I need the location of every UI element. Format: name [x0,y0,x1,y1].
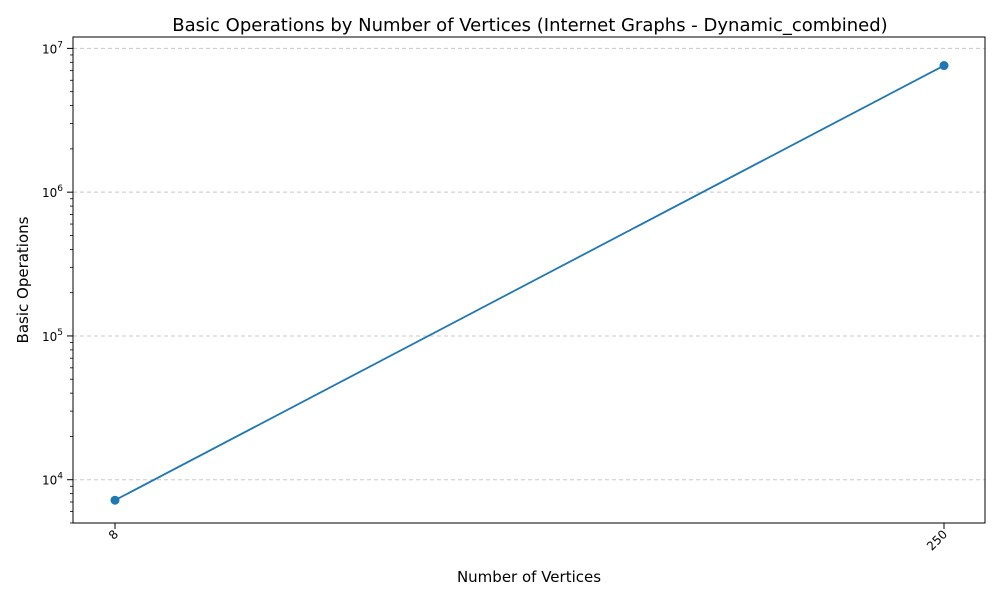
chart-title: Basic Operations by Number of Vertices (… [172,15,887,36]
y-tick-label: 104 [42,472,63,488]
data-point-marker [939,61,949,71]
series-line [114,64,945,502]
x-tick-label: 8 [106,527,121,542]
series-layer [110,61,949,505]
data-point-marker [110,495,120,505]
y-tick-label: 106 [42,184,63,200]
x-axis-label: Number of Vertices [457,568,601,586]
x-tick-label: 250 [924,527,950,553]
x-axis-ticks: 8 250 [106,523,950,553]
y-axis-ticks: 104 105 106 107 [42,40,73,524]
grid-lines [73,47,985,481]
y-tick-label: 105 [42,328,63,344]
y-axis-label: Basic Operations [14,216,32,343]
y-tick-label: 107 [42,40,63,56]
plot-area-frame [72,36,986,524]
